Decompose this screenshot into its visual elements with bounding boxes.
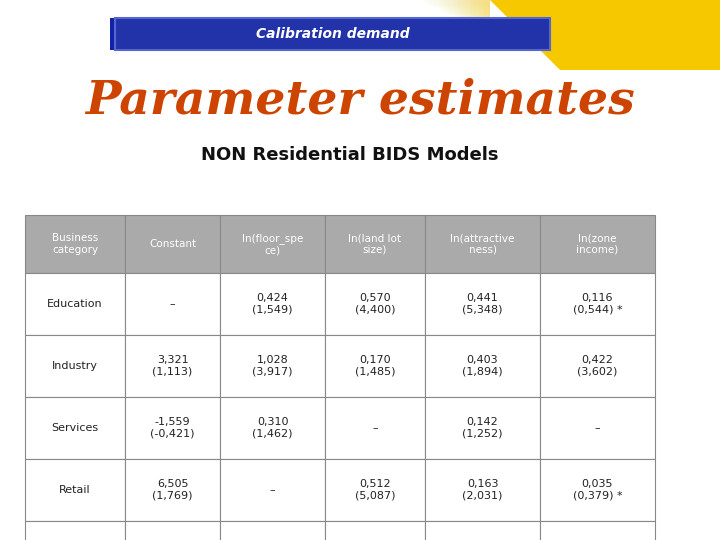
FancyBboxPatch shape <box>425 215 540 273</box>
FancyBboxPatch shape <box>125 335 220 397</box>
FancyBboxPatch shape <box>467 0 490 24</box>
Text: 0,163
(2,031): 0,163 (2,031) <box>462 479 503 501</box>
Text: 3,321
(1,113): 3,321 (1,113) <box>153 355 193 377</box>
FancyBboxPatch shape <box>220 459 325 521</box>
FancyBboxPatch shape <box>482 0 490 31</box>
FancyBboxPatch shape <box>460 0 490 21</box>
FancyBboxPatch shape <box>540 215 655 273</box>
FancyBboxPatch shape <box>470 0 490 26</box>
FancyBboxPatch shape <box>325 397 425 459</box>
Text: 0,310
(1,462): 0,310 (1,462) <box>252 417 293 439</box>
FancyBboxPatch shape <box>540 397 655 459</box>
FancyBboxPatch shape <box>425 335 540 397</box>
FancyBboxPatch shape <box>220 521 325 540</box>
FancyBboxPatch shape <box>125 397 220 459</box>
FancyBboxPatch shape <box>425 459 540 521</box>
Text: NON Residential BIDS Models: NON Residential BIDS Models <box>202 146 499 164</box>
FancyBboxPatch shape <box>425 397 540 459</box>
Text: Retail: Retail <box>59 485 91 495</box>
Text: 0,441
(5,348): 0,441 (5,348) <box>462 293 503 315</box>
FancyBboxPatch shape <box>540 459 655 521</box>
Text: 0,570
(4,400): 0,570 (4,400) <box>355 293 395 315</box>
Text: Education: Education <box>48 299 103 309</box>
FancyBboxPatch shape <box>325 215 425 273</box>
Text: Parameter estimates: Parameter estimates <box>85 77 635 123</box>
Text: 0,424
(1,549): 0,424 (1,549) <box>252 293 293 315</box>
Text: ln(attractive
ness): ln(attractive ness) <box>450 233 515 255</box>
Text: ln(land lot
size): ln(land lot size) <box>348 233 402 255</box>
FancyBboxPatch shape <box>325 459 425 521</box>
FancyBboxPatch shape <box>325 335 425 397</box>
Text: Services: Services <box>51 423 99 433</box>
Text: 0,403
(1,894): 0,403 (1,894) <box>462 355 503 377</box>
FancyBboxPatch shape <box>472 0 490 27</box>
FancyBboxPatch shape <box>540 335 655 397</box>
FancyBboxPatch shape <box>25 215 125 273</box>
Polygon shape <box>490 0 720 70</box>
FancyBboxPatch shape <box>325 521 425 540</box>
FancyBboxPatch shape <box>425 521 540 540</box>
FancyBboxPatch shape <box>462 0 490 22</box>
Text: Constant: Constant <box>149 239 196 249</box>
FancyBboxPatch shape <box>125 273 220 335</box>
FancyBboxPatch shape <box>25 273 125 335</box>
FancyBboxPatch shape <box>475 0 490 28</box>
FancyBboxPatch shape <box>25 459 125 521</box>
FancyBboxPatch shape <box>115 18 550 50</box>
Text: 0,142
(1,252): 0,142 (1,252) <box>462 417 503 439</box>
FancyBboxPatch shape <box>220 335 325 397</box>
FancyBboxPatch shape <box>325 273 425 335</box>
FancyBboxPatch shape <box>540 273 655 335</box>
Text: –: – <box>270 485 275 495</box>
FancyBboxPatch shape <box>25 397 125 459</box>
FancyBboxPatch shape <box>457 0 490 20</box>
Text: 0,116
(0,544) *: 0,116 (0,544) * <box>572 293 622 315</box>
FancyBboxPatch shape <box>540 521 655 540</box>
FancyBboxPatch shape <box>425 273 540 335</box>
FancyBboxPatch shape <box>25 521 125 540</box>
Text: –: – <box>170 299 175 309</box>
FancyBboxPatch shape <box>465 0 490 23</box>
FancyBboxPatch shape <box>220 273 325 335</box>
Text: 0,170
(1,485): 0,170 (1,485) <box>355 355 395 377</box>
Text: ln(zone
income): ln(zone income) <box>577 233 618 255</box>
FancyBboxPatch shape <box>25 335 125 397</box>
FancyBboxPatch shape <box>220 215 325 273</box>
Text: -1,559
(-0,421): -1,559 (-0,421) <box>150 417 194 439</box>
FancyBboxPatch shape <box>125 521 220 540</box>
Text: Business
category: Business category <box>52 233 98 255</box>
Text: 0,422
(3,602): 0,422 (3,602) <box>577 355 618 377</box>
Text: Industry: Industry <box>52 361 98 371</box>
Text: 1,028
(3,917): 1,028 (3,917) <box>252 355 293 377</box>
FancyBboxPatch shape <box>487 0 490 34</box>
FancyBboxPatch shape <box>125 459 220 521</box>
Text: 0,512
(5,087): 0,512 (5,087) <box>355 479 395 501</box>
FancyBboxPatch shape <box>220 397 325 459</box>
FancyBboxPatch shape <box>477 0 490 29</box>
FancyBboxPatch shape <box>485 0 490 32</box>
Text: 0,035
(0,379) *: 0,035 (0,379) * <box>572 479 622 501</box>
FancyBboxPatch shape <box>480 0 490 30</box>
FancyBboxPatch shape <box>110 18 115 50</box>
Text: –: – <box>595 423 600 433</box>
Text: 6,505
(1,769): 6,505 (1,769) <box>152 479 193 501</box>
FancyBboxPatch shape <box>125 215 220 273</box>
Text: Calibration demand: Calibration demand <box>256 27 409 41</box>
Text: ln(floor_spe
ce): ln(floor_spe ce) <box>242 233 303 255</box>
Text: –: – <box>372 423 378 433</box>
